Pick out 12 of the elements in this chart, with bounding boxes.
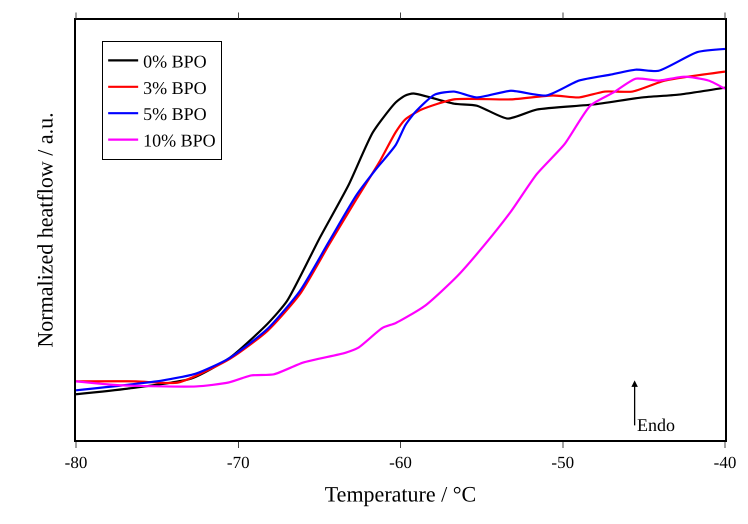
legend-label: 0% BPO bbox=[143, 51, 207, 72]
legend-label: 10% BPO bbox=[143, 130, 216, 151]
x-tick-label: -80 bbox=[64, 453, 88, 472]
legend-label: 5% BPO bbox=[143, 104, 207, 124]
legend-label: 3% BPO bbox=[143, 78, 207, 98]
x-axis-title: Temperature / °C bbox=[324, 482, 476, 507]
x-tick-label: -70 bbox=[226, 453, 250, 472]
annotation: Endo bbox=[637, 415, 675, 435]
x-tick-label: -40 bbox=[714, 453, 736, 472]
x-tick-label: -60 bbox=[389, 453, 412, 472]
x-tick-label: -50 bbox=[551, 453, 574, 472]
y-axis-title: Normalized heatflow / a.u. bbox=[32, 112, 58, 348]
